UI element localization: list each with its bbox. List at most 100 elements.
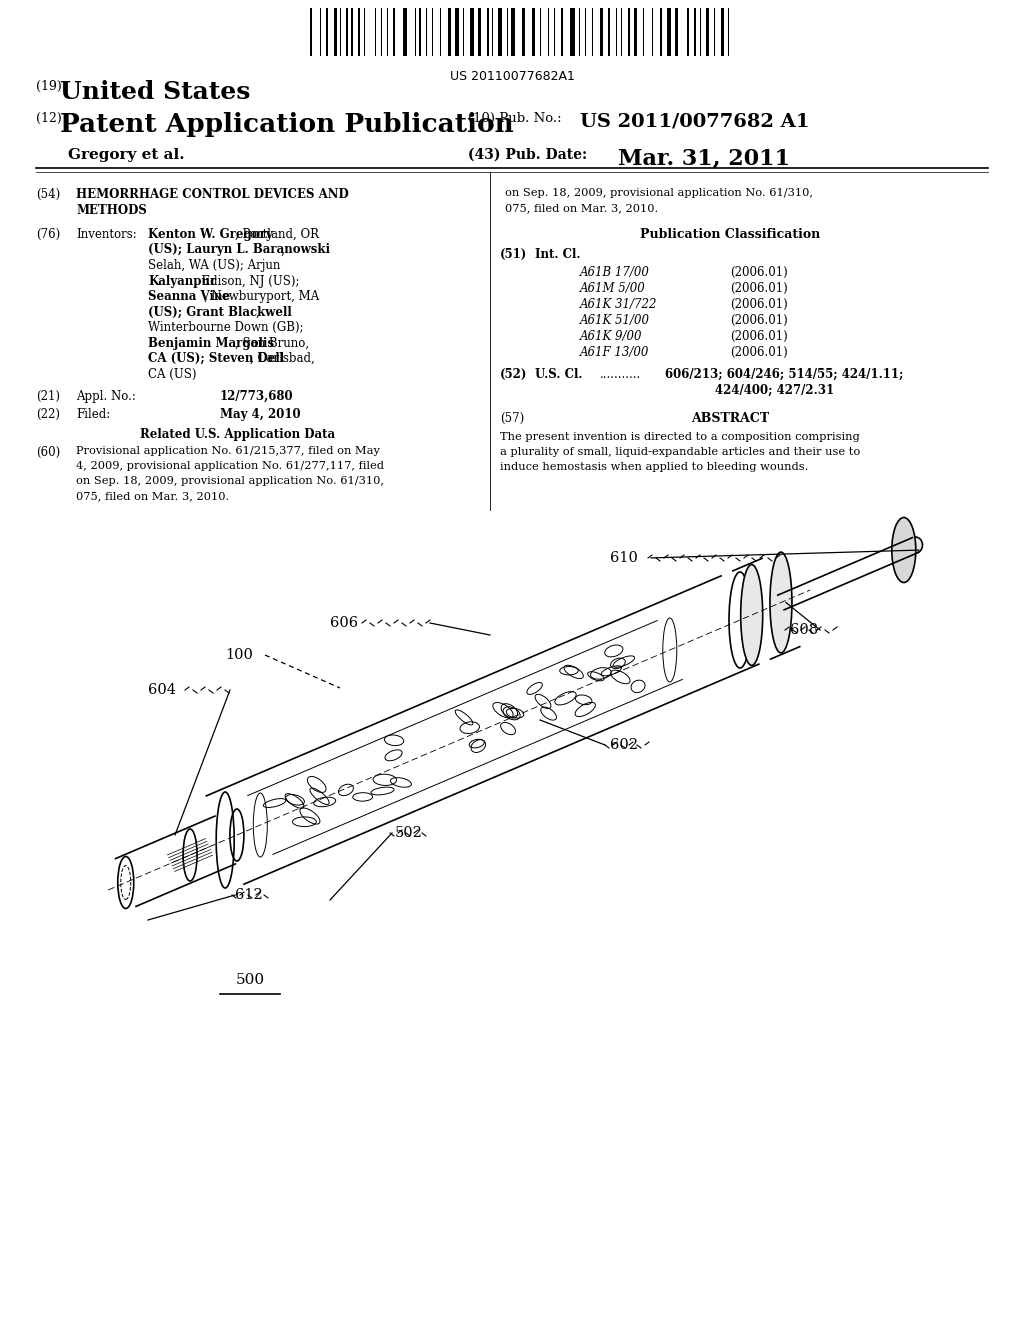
Text: US 2011/0077682 A1: US 2011/0077682 A1 — [580, 112, 810, 129]
Text: a plurality of small, liquid-expandable articles and their use to: a plurality of small, liquid-expandable … — [500, 447, 860, 457]
Text: (2006.01): (2006.01) — [730, 346, 787, 359]
Bar — [667, 8, 671, 55]
Text: 075, filed on Mar. 3, 2010.: 075, filed on Mar. 3, 2010. — [505, 203, 658, 213]
Ellipse shape — [740, 565, 763, 665]
Bar — [600, 8, 603, 55]
Text: Related U.S. Application Data: Related U.S. Application Data — [140, 428, 335, 441]
Bar — [532, 8, 535, 55]
Text: (2006.01): (2006.01) — [730, 314, 787, 327]
Text: , San Bruno,: , San Bruno, — [234, 337, 309, 350]
Text: METHODS: METHODS — [76, 205, 146, 216]
Text: (US); Lauryn L. Baranowski: (US); Lauryn L. Baranowski — [148, 243, 330, 256]
Text: A61K 31/722: A61K 31/722 — [580, 298, 657, 312]
Text: , Edison, NJ (US);: , Edison, NJ (US); — [194, 275, 299, 288]
Text: ,: , — [255, 305, 259, 318]
Text: Gregory et al.: Gregory et al. — [68, 148, 184, 162]
Text: Publication Classification: Publication Classification — [640, 228, 820, 242]
Bar — [498, 8, 502, 55]
Bar — [351, 8, 353, 55]
Bar — [634, 8, 637, 55]
Text: 606: 606 — [330, 616, 358, 630]
Text: 075, filed on Mar. 3, 2010.: 075, filed on Mar. 3, 2010. — [76, 491, 229, 502]
Text: 4, 2009, provisional application No. 61/277,117, filed: 4, 2009, provisional application No. 61/… — [76, 461, 384, 471]
Text: (22): (22) — [36, 408, 60, 421]
Text: A61F 13/00: A61F 13/00 — [580, 346, 649, 359]
Text: (2006.01): (2006.01) — [730, 330, 787, 343]
Text: (21): (21) — [36, 389, 60, 403]
Text: A61B 17/00: A61B 17/00 — [580, 267, 650, 279]
Text: U.S. Cl.: U.S. Cl. — [535, 368, 583, 381]
Text: (57): (57) — [500, 412, 524, 425]
Text: Benjamin Margolis: Benjamin Margolis — [148, 337, 274, 350]
Bar — [561, 8, 563, 55]
Bar — [478, 8, 481, 55]
Bar — [326, 8, 328, 55]
Text: 612: 612 — [234, 888, 263, 902]
Text: (51): (51) — [500, 248, 527, 261]
Bar — [694, 8, 696, 55]
Bar — [449, 8, 451, 55]
Text: on Sep. 18, 2009, provisional application No. 61/310,: on Sep. 18, 2009, provisional applicatio… — [76, 477, 384, 486]
Text: (52): (52) — [500, 368, 527, 381]
Bar — [310, 8, 312, 55]
Text: Selah, WA (US); Arjun: Selah, WA (US); Arjun — [148, 259, 281, 272]
Text: (10) Pub. No.:: (10) Pub. No.: — [468, 112, 561, 125]
Text: (54): (54) — [36, 187, 60, 201]
Text: 502: 502 — [395, 826, 423, 840]
Text: US 20110077682A1: US 20110077682A1 — [450, 70, 574, 83]
Text: CA (US): CA (US) — [148, 367, 197, 380]
Bar — [393, 8, 395, 55]
Text: ,: , — [281, 243, 285, 256]
Text: A61M 5/00: A61M 5/00 — [580, 282, 646, 294]
Text: 606/213; 604/246; 514/55; 424/1.11;: 606/213; 604/246; 514/55; 424/1.11; — [665, 368, 903, 381]
Text: Int. Cl.: Int. Cl. — [535, 248, 581, 261]
Text: HEMORRHAGE CONTROL DEVICES AND: HEMORRHAGE CONTROL DEVICES AND — [76, 187, 349, 201]
Text: 610: 610 — [610, 550, 638, 565]
Text: 500: 500 — [236, 973, 264, 987]
Bar — [721, 8, 724, 55]
Text: Filed:: Filed: — [76, 408, 111, 421]
Text: 604: 604 — [148, 682, 176, 697]
Text: 424/400; 427/2.31: 424/400; 427/2.31 — [715, 384, 835, 397]
Bar — [660, 8, 662, 55]
Text: May 4, 2010: May 4, 2010 — [220, 408, 301, 421]
Text: (2006.01): (2006.01) — [730, 298, 787, 312]
Text: (60): (60) — [36, 446, 60, 459]
Text: 602: 602 — [610, 738, 638, 752]
Text: (2006.01): (2006.01) — [730, 282, 787, 294]
Bar — [675, 8, 678, 55]
Text: Kalyanpur: Kalyanpur — [148, 275, 216, 288]
Text: CA (US); Steven Dell: CA (US); Steven Dell — [148, 352, 284, 366]
Text: , Carlsbad,: , Carlsbad, — [250, 352, 314, 366]
Bar — [570, 8, 575, 55]
Text: Provisional application No. 61/215,377, filed on May: Provisional application No. 61/215,377, … — [76, 446, 380, 455]
Text: (US); Grant Blackwell: (US); Grant Blackwell — [148, 305, 292, 318]
Text: (12): (12) — [36, 112, 61, 125]
Text: (76): (76) — [36, 228, 60, 242]
Bar — [455, 8, 459, 55]
Text: A61K 9/00: A61K 9/00 — [580, 330, 642, 343]
Bar — [487, 8, 489, 55]
Bar — [346, 8, 348, 55]
Text: Patent Application Publication: Patent Application Publication — [60, 112, 514, 137]
Text: (43) Pub. Date:: (43) Pub. Date: — [468, 148, 587, 162]
Text: ...........: ........... — [600, 368, 641, 381]
Text: ABSTRACT: ABSTRACT — [691, 412, 769, 425]
Bar — [358, 8, 360, 55]
Text: (2006.01): (2006.01) — [730, 267, 787, 279]
Text: Appl. No.:: Appl. No.: — [76, 389, 136, 403]
Bar — [687, 8, 689, 55]
Text: A61K 51/00: A61K 51/00 — [580, 314, 650, 327]
Text: , Newburyport, MA: , Newburyport, MA — [204, 290, 319, 304]
Text: Seanna Vine: Seanna Vine — [148, 290, 230, 304]
Text: Kenton W. Gregory: Kenton W. Gregory — [148, 228, 272, 242]
Text: , Portland, OR: , Portland, OR — [234, 228, 318, 242]
Text: 100: 100 — [225, 648, 253, 663]
Text: (19): (19) — [36, 81, 61, 92]
Bar — [419, 8, 421, 55]
Bar — [334, 8, 337, 55]
Text: Winterbourne Down (GB);: Winterbourne Down (GB); — [148, 321, 304, 334]
Text: The present invention is directed to a composition comprising: The present invention is directed to a c… — [500, 432, 860, 442]
Text: induce hemostasis when applied to bleeding wounds.: induce hemostasis when applied to bleedi… — [500, 462, 808, 473]
Ellipse shape — [770, 552, 792, 653]
